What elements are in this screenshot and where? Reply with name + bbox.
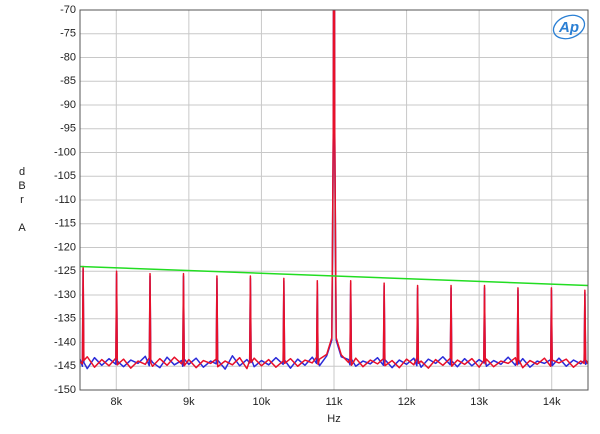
y-tick-label: -135 <box>54 313 76 325</box>
series-line <box>80 10 588 370</box>
y-tick-label: -70 <box>60 4 76 16</box>
y-tick-label: -95 <box>60 123 76 135</box>
y-tick-label: -120 <box>54 241 76 253</box>
y-tick-label: -150 <box>54 384 76 396</box>
y-tick-label: -130 <box>54 289 76 301</box>
y-axis-label: dBr A <box>16 166 28 236</box>
series-line <box>80 265 588 287</box>
y-tick-label: -125 <box>54 265 76 277</box>
plot-border <box>79 9 589 391</box>
series-line <box>80 10 588 370</box>
y-tick-label: -85 <box>60 75 76 87</box>
y-tick-label: -115 <box>55 218 76 230</box>
x-tick-label: 9k <box>183 396 195 408</box>
y-tick-label: -140 <box>54 336 76 348</box>
x-axis-label: Hz <box>327 413 340 425</box>
x-tick-label: 12k <box>398 396 416 408</box>
x-tick-label: 14k <box>543 396 561 408</box>
y-tick-label: -75 <box>60 28 76 40</box>
y-tick-label: -90 <box>60 99 76 111</box>
y-tick-label: -145 <box>54 360 76 372</box>
x-tick-label: 10k <box>253 396 271 408</box>
x-tick-label: 13k <box>470 396 488 408</box>
y-tick-label: -110 <box>55 194 76 206</box>
x-tick-label: 11k <box>326 396 343 408</box>
logo-ring <box>552 14 586 40</box>
y-tick-label: -100 <box>54 146 76 158</box>
x-tick-label: 8k <box>110 396 122 408</box>
y-tick-label: -105 <box>54 170 76 182</box>
y-tick-label: -80 <box>60 51 76 63</box>
logo: Ap <box>558 19 579 36</box>
